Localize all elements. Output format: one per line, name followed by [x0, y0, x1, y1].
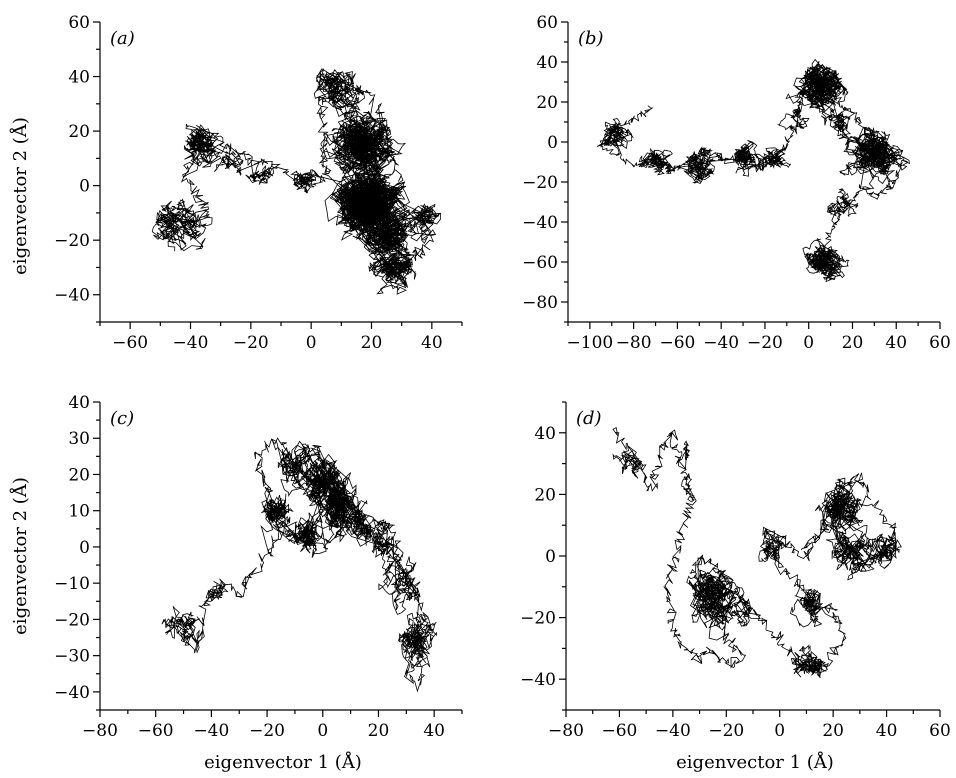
panel-a-x-tick-label: −20 [233, 333, 269, 353]
panel-b-tag: (b) [578, 28, 604, 49]
panel-d-x-tick-label: −40 [655, 721, 691, 741]
panel-c-x-tick-label: 40 [423, 721, 445, 741]
panel-b-x-tick-label: 0 [803, 333, 814, 353]
panel-c-y-tick-label: −20 [54, 610, 90, 630]
panel-d-trajectory-line [612, 426, 902, 679]
panel-d-x-tick-label: 0 [774, 721, 785, 741]
panel-a-x-tick-label: −40 [173, 333, 209, 353]
panel-c-x-tick-label: 0 [317, 721, 328, 741]
panel-d-x-tick-label: −60 [601, 721, 637, 741]
panel-c-y-tick-label: −10 [54, 574, 90, 594]
panel-a-y-tick-label: −20 [54, 231, 90, 251]
panel-c: (c) eigenvector 2 (Å) eigenvector 1 (Å) … [9, 393, 463, 773]
panel-d-x-tick-label: 40 [876, 721, 898, 741]
panel-b-y-tick-label: 40 [536, 53, 558, 73]
panel-d-x-axis-title: eigenvector 1 (Å) [676, 751, 834, 773]
panel-c-tag: (c) [110, 408, 134, 429]
panel-b-y-tick-label: −40 [522, 213, 558, 233]
panel-b-x-tick-label: −100 [567, 333, 614, 353]
panel-a-x-tick-label: −60 [112, 333, 148, 353]
panel-a-x-tick-label: 20 [361, 333, 383, 353]
panel-b-y-tick-label: 20 [536, 93, 558, 113]
panel-d-x-tick-label: 20 [822, 721, 844, 741]
panel-c-x-tick-label: −80 [82, 721, 118, 741]
panel-c-x-tick-label: −60 [138, 721, 174, 741]
panel-b-x-tick-label: −20 [747, 333, 783, 353]
panel-b-trajectory-line [596, 58, 910, 283]
panel-a: (a) eigenvector 2 (Å) −60 −40 −20 0 20 40 −40 −… [9, 13, 463, 353]
panel-d-tag: (d) [576, 408, 602, 429]
panel-d: (d) eigenvector 1 (Å) −80 −60 −40 −20 0 20 40 6… [520, 401, 951, 773]
panel-c-x-tick-label: −20 [249, 721, 285, 741]
panel-a-x-tick-label: 0 [306, 333, 317, 353]
panel-c-x-tick-label: −40 [193, 721, 229, 741]
panel-b-x-tick-label: 60 [929, 333, 951, 353]
panel-b-x-tick-label: −60 [659, 333, 695, 353]
panel-b-y-tick-label: −60 [522, 253, 558, 273]
panel-c-y-tick-label: 10 [68, 502, 90, 522]
panel-c-y-tick-label: −30 [54, 647, 90, 667]
panel-d-y-tick-label: 0 [545, 547, 556, 567]
panel-c-y-axis-title: eigenvector 2 (Å) [9, 477, 31, 635]
panel-d-y-tick-label: 40 [534, 424, 556, 444]
panel-b-x-tick-label: 20 [842, 333, 864, 353]
panel-d-x-tick-label: −20 [708, 721, 744, 741]
panel-d-y-tick-label: 20 [534, 485, 556, 505]
panel-c-y-tick-label: −40 [54, 683, 90, 703]
panel-d-y-tick-label: −20 [520, 609, 556, 629]
panel-c-y-tick-label: 0 [79, 538, 90, 558]
panel-d-y-tick-label: −40 [520, 670, 556, 690]
panel-a-y-tick-label: 60 [68, 13, 90, 33]
panel-b-y-tick-label: 0 [547, 133, 558, 153]
panel-d-x-tick-label: −80 [548, 721, 584, 741]
panel-b-x-tick-label: 40 [885, 333, 907, 353]
panel-c-x-axis-title: eigenvector 1 (Å) [204, 751, 362, 773]
panel-c-x-tick-label: 20 [368, 721, 390, 741]
panel-a-y-tick-label: −40 [54, 286, 90, 306]
panel-b-x-tick-label: −40 [703, 333, 739, 353]
panel-a-y-tick-label: 0 [79, 177, 90, 197]
panel-c-y-tick-label: 30 [68, 429, 90, 449]
panel-c-trajectory-line [161, 437, 437, 693]
panel-b: (b) −100 −80 −60 −40 −20 0 20 40 60−80−60−40−200… [522, 13, 951, 353]
panel-b-y-tick-label: −80 [522, 293, 558, 313]
panel-a-trajectory-line [151, 67, 441, 295]
panel-b-y-tick-label: 60 [536, 13, 558, 33]
panel-a-x-tick-label: 40 [421, 333, 443, 353]
panel-c-y-tick-label: 20 [68, 465, 90, 485]
panel-c-y-tick-label: 40 [68, 393, 90, 413]
panel-a-y-tick-label: 40 [68, 68, 90, 88]
panel-d-x-tick-label: 60 [929, 721, 951, 741]
panel-b-y-tick-label: −20 [522, 173, 558, 193]
panel-a-tag: (a) [110, 28, 135, 49]
panel-a-y-axis-title: eigenvector 2 (Å) [9, 117, 31, 275]
panel-a-y-tick-label: 20 [68, 122, 90, 142]
panel-b-x-tick-label: −80 [616, 333, 652, 353]
